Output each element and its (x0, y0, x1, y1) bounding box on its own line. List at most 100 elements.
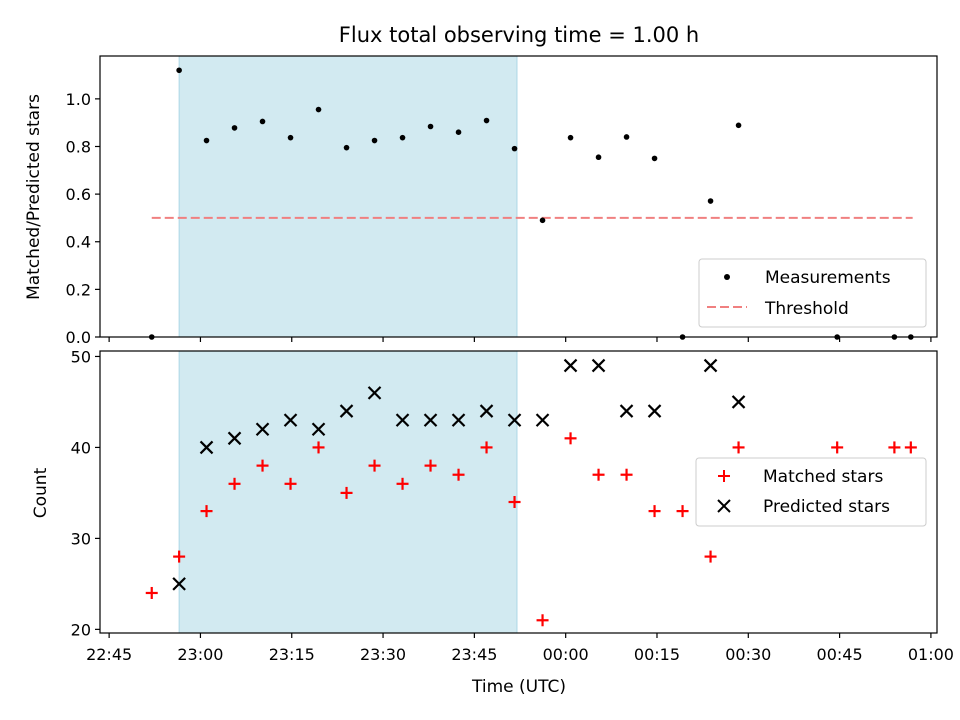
measurement-point (231, 125, 238, 131)
predicted-star-marker (172, 577, 186, 591)
predicted-star-marker (479, 404, 494, 418)
x-tick-label: 23:15 (269, 645, 315, 664)
matched-star-marker (312, 441, 325, 454)
matched-star-markers (145, 432, 917, 627)
matched-star-marker (452, 468, 465, 481)
matched-star-marker (396, 477, 409, 490)
predicted-star-marker (283, 413, 298, 427)
predicted-star-marker (731, 395, 746, 409)
top-legend-box (698, 258, 927, 328)
bottom-y-axis-label: Count (31, 467, 51, 518)
top-y-tick-label: 0.8 (66, 137, 91, 156)
measurement-point (427, 123, 434, 130)
top-panel: 0.0 0.2 0.4 0.6 0.8 1.0 Matched/Predicted sta… (24, 55, 938, 347)
measurement-point (399, 134, 406, 141)
legend-matched-label: Matched stars (763, 467, 883, 487)
measurement-point (259, 118, 266, 125)
matched-star-marker (732, 441, 745, 454)
predicted-star-marker (563, 358, 578, 373)
top-axes-frame (99, 55, 938, 338)
matched-star-marker (904, 441, 917, 454)
matched-star-marker (284, 477, 297, 490)
matched-star-marker (508, 496, 521, 509)
legend-threshold-label: Threshold (764, 299, 849, 319)
matched-star-marker (704, 550, 717, 563)
predicted-star-marker (703, 358, 718, 373)
predicted-star-marker (339, 404, 354, 418)
x-tick-label: 23:30 (360, 645, 406, 664)
predicted-star-marker (255, 422, 270, 437)
measurement-point (511, 145, 518, 152)
measurement-point (455, 129, 462, 136)
predicted-star-marker (535, 413, 550, 427)
predicted-star-marker (451, 413, 466, 427)
matched-star-marker (480, 441, 493, 454)
matched-star-marker (173, 550, 186, 563)
bottom-x-ticks: 22:45 23:00 23:15 23:30 23:45 00:00 00:15 00:30… (86, 633, 954, 664)
top-y-axis-label: Matched/Predicted stars (24, 94, 44, 300)
bottom-y-tick-label: 20 (71, 620, 91, 639)
matched-star-marker (536, 614, 549, 627)
bottom-panel: 20 30 40 50 22:45 23:00 23:15 23:30 23:45 00:00 0… (31, 347, 954, 697)
measurement-point (707, 198, 714, 204)
measurement-point (483, 117, 490, 124)
measurement-point (176, 67, 182, 74)
measurement-point (623, 134, 630, 140)
predicted-star-marker (395, 413, 410, 427)
matched-star-marker (368, 459, 381, 472)
x-tick-label: 22:45 (86, 645, 132, 664)
predicted-star-marker (507, 413, 522, 427)
chart-title: Flux total observing time = 1.00 h (339, 23, 699, 47)
predicted-star-marker (199, 440, 214, 455)
bottom-y-ticks: 20 30 40 50 (71, 347, 100, 639)
bottom-legend: Matched stars Predicted stars (695, 457, 927, 527)
bottom-y-tick-label: 40 (71, 438, 91, 457)
predicted-star-marker (591, 358, 606, 373)
matched-star-marker (340, 486, 353, 499)
x-tick-label: 23:00 (177, 645, 223, 664)
x-tick-label: 00:15 (634, 645, 680, 664)
top-observing-window-shade (178, 55, 518, 338)
legend-predicted-marker (717, 499, 731, 513)
bottom-y-tick-label: 50 (71, 347, 91, 366)
legend-measurements-label: Measurements (765, 268, 891, 288)
top-y-tick-label: 0.0 (66, 328, 91, 347)
predicted-star-marker (367, 386, 382, 400)
x-tick-label: 01:00 (908, 645, 954, 664)
x-tick-label: 00:45 (817, 645, 863, 664)
top-y-ticks: 0.0 0.2 0.4 0.6 0.8 1.0 (66, 90, 100, 347)
top-legend: Measurements Threshold (698, 258, 927, 328)
measurement-point (651, 155, 658, 162)
predicted-star-marker (647, 404, 662, 418)
measurement-point (371, 137, 378, 144)
measurement-point (315, 106, 322, 113)
top-y-tick-label: 0.6 (66, 185, 91, 204)
matched-star-marker (648, 505, 661, 518)
top-y-tick-label: 0.2 (66, 280, 91, 299)
x-axis-label: Time (UTC) (471, 677, 566, 697)
legend-predicted-label: Predicted stars (763, 497, 890, 517)
measurement-point (735, 122, 742, 129)
bottom-axes-frame (99, 350, 938, 634)
predicted-star-marker (619, 404, 634, 418)
matched-star-marker (831, 441, 844, 454)
measurement-point (595, 154, 602, 161)
top-y-tick-label: 0.4 (66, 233, 91, 252)
bottom-y-tick-label: 30 (71, 529, 91, 548)
matched-star-marker (592, 468, 605, 481)
matched-star-marker (620, 468, 633, 481)
x-tick-label: 00:30 (725, 645, 771, 664)
matched-star-marker (888, 441, 901, 454)
predicted-star-markers (172, 358, 746, 591)
matched-star-marker (564, 432, 577, 445)
legend-measurement-marker (724, 274, 730, 280)
matched-star-marker (228, 477, 241, 490)
measurement-point (567, 134, 574, 141)
measurement-point (343, 144, 350, 151)
top-x-ticks (108, 337, 932, 342)
measurement-point (203, 137, 210, 144)
matched-star-marker (676, 505, 689, 518)
measurement-point (539, 217, 546, 224)
matched-star-marker (424, 459, 437, 472)
bottom-legend-box (695, 457, 927, 527)
